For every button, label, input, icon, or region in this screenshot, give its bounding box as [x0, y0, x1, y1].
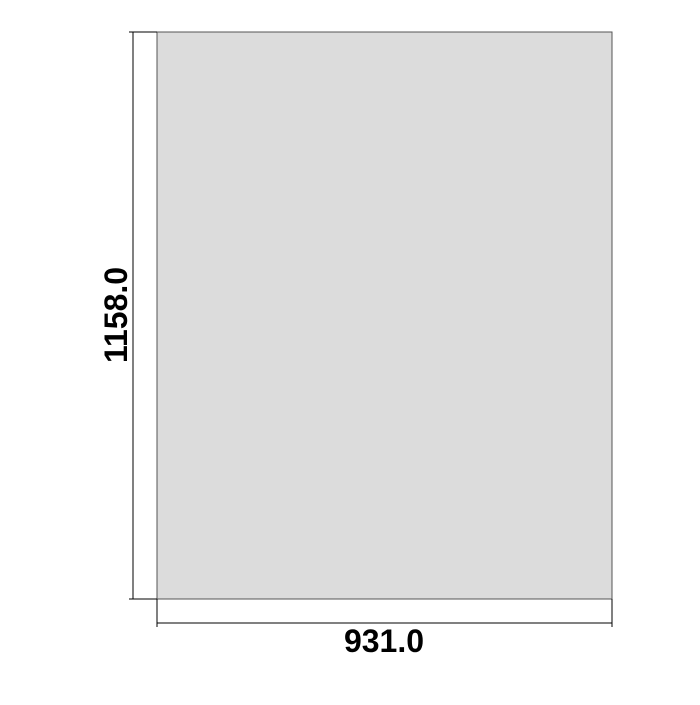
- panel-rectangle: [156, 31, 613, 600]
- width-dimension: 931.0: [156, 599, 613, 659]
- width-dimension-label: 931.0: [344, 623, 424, 659]
- height-dimension-label: 1158.0: [98, 267, 134, 363]
- height-dimension: 1158.0: [98, 31, 157, 600]
